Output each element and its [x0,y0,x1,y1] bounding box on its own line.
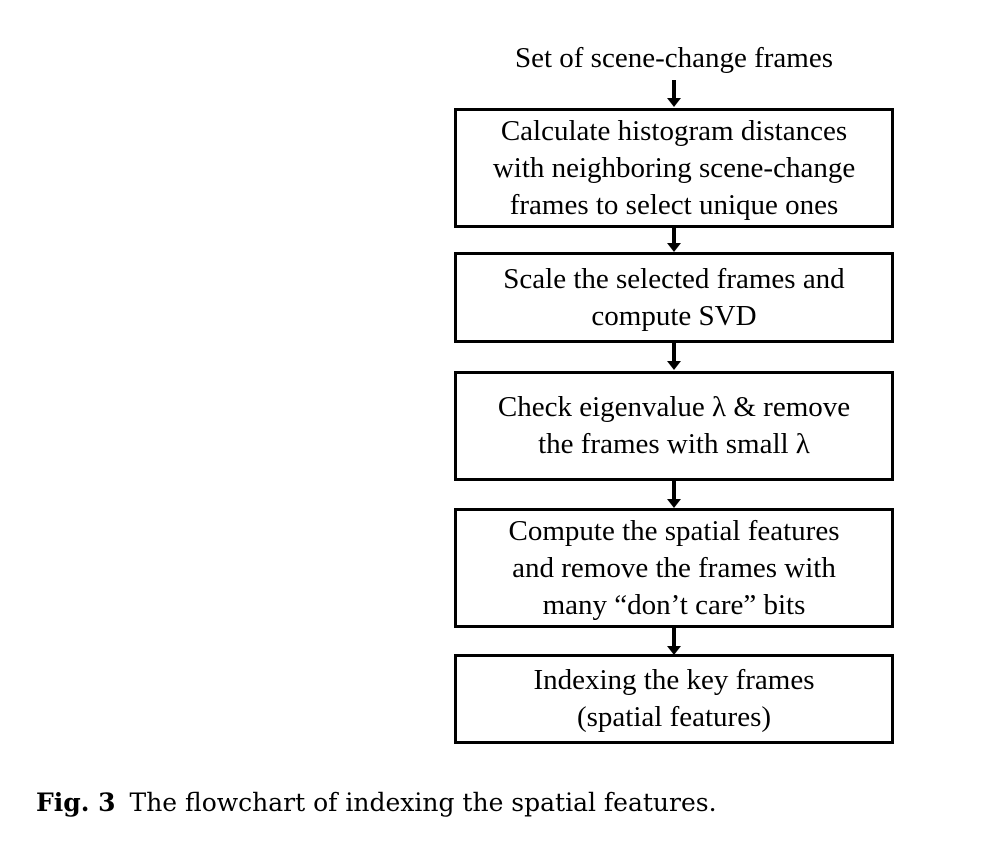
step-4-line-3: many “don’t care” bits [542,588,806,621]
step-3-line-1: Check eigenvalue λ & remove [497,391,851,423]
step-1-line-3: frames to select unique ones [509,188,839,221]
step-4-text: Compute the spatial features and remove … [509,513,840,624]
step-3-line-2: the frames with small λ [538,428,810,460]
step-5-line-1: Indexing the key frames [533,664,815,696]
step-4-box: Compute the spatial features and remove … [454,508,894,628]
arrow-step-3-to-step-4 [667,481,681,508]
step-5-box: Indexing the key frames (spatial feature… [454,654,894,744]
step-1-box: Calculate histogram distances with neigh… [454,108,894,228]
step-3-box: Check eigenvalue λ & remove the frames w… [454,371,894,481]
step-2-text: Scale the selected frames and compute SV… [503,261,844,335]
arrow-step-2-to-step-3 [667,343,681,370]
arrow-input-to-step-1 [667,80,681,107]
input-label: Set of scene-change frames [514,42,834,74]
step-5-text: Indexing the key frames (spatial feature… [533,662,814,736]
step-5-line-2: (spatial features) [576,701,772,733]
step-1-line-1: Calculate histogram distances [500,114,848,147]
caption-label: Fig. 3 [36,788,116,817]
step-4-line-2: and remove the frames with [512,551,836,584]
step-1-text: Calculate histogram distances with neigh… [493,113,855,224]
arrow-step-4-to-step-5 [667,628,681,655]
step-3-text: Check eigenvalue λ & remove the frames w… [498,389,850,463]
step-1-line-2: with neighboring scene-change [492,151,856,184]
step-2-line-2: compute SVD [591,299,757,332]
arrow-step-1-to-step-2 [667,228,681,252]
figure-caption: Fig. 3 The flowchart of indexing the spat… [36,786,717,820]
step-4-line-1: Compute the spatial features [508,514,840,547]
step-2-line-1: Scale the selected frames and [503,262,845,295]
step-2-box: Scale the selected frames and compute SV… [454,252,894,343]
caption-text: The flowchart of indexing the spatial fe… [129,788,717,817]
